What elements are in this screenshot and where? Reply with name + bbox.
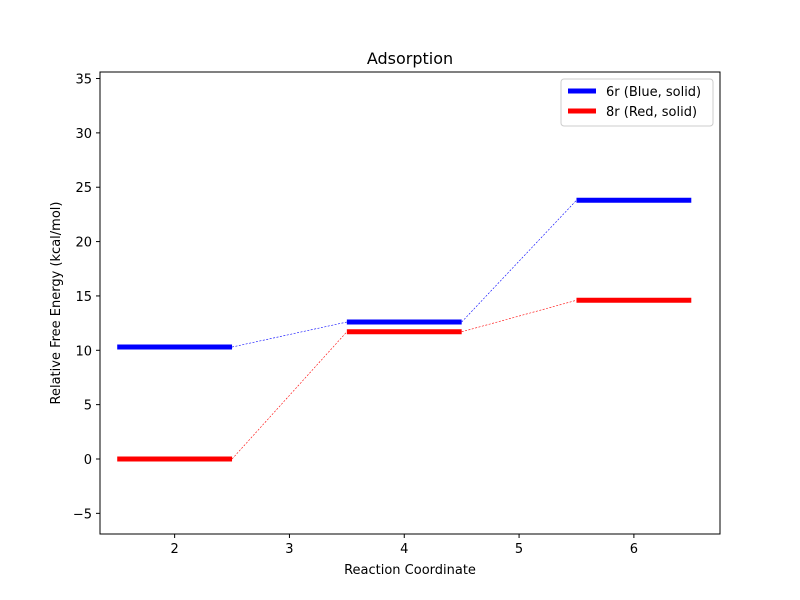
y-tick-label: −5 <box>73 507 92 522</box>
plot-frame <box>99 71 721 535</box>
y-tick-label: 10 <box>75 344 92 359</box>
x-tick-label: 5 <box>515 542 523 557</box>
axis-ticks: 2 3 4 5 6 −5 0 5 10 15 20 25 30 35 <box>73 73 638 557</box>
x-axis-label: Reaction Coordinate <box>344 563 476 578</box>
connector-8r <box>461 299 577 333</box>
y-tick-label: 30 <box>75 127 92 142</box>
y-axis-label: Relative Free Energy (kcal/mol) <box>49 202 64 405</box>
y-tick-label: 0 <box>84 453 92 468</box>
y-tick-label: 5 <box>84 399 92 414</box>
legend-label-8r: 8r (Red, solid) <box>606 105 697 120</box>
y-tick-label: 20 <box>75 236 92 251</box>
legend: 6r (Blue, solid) 8r (Red, solid) <box>560 78 714 127</box>
y-tick-label: 35 <box>75 73 92 88</box>
connector-8r <box>231 331 348 460</box>
x-tick-label: 6 <box>630 542 638 557</box>
x-tick-label: 3 <box>285 542 293 557</box>
legend-frame <box>560 78 714 127</box>
chart-title: Adsorption <box>367 49 453 68</box>
y-tick-label: 25 <box>75 181 92 196</box>
y-tick-label: 15 <box>75 290 92 305</box>
x-tick-label: 4 <box>400 542 408 557</box>
legend-label-6r: 6r (Blue, solid) <box>606 85 701 100</box>
x-tick-label: 2 <box>170 542 178 557</box>
plot-layer <box>117 197 692 462</box>
